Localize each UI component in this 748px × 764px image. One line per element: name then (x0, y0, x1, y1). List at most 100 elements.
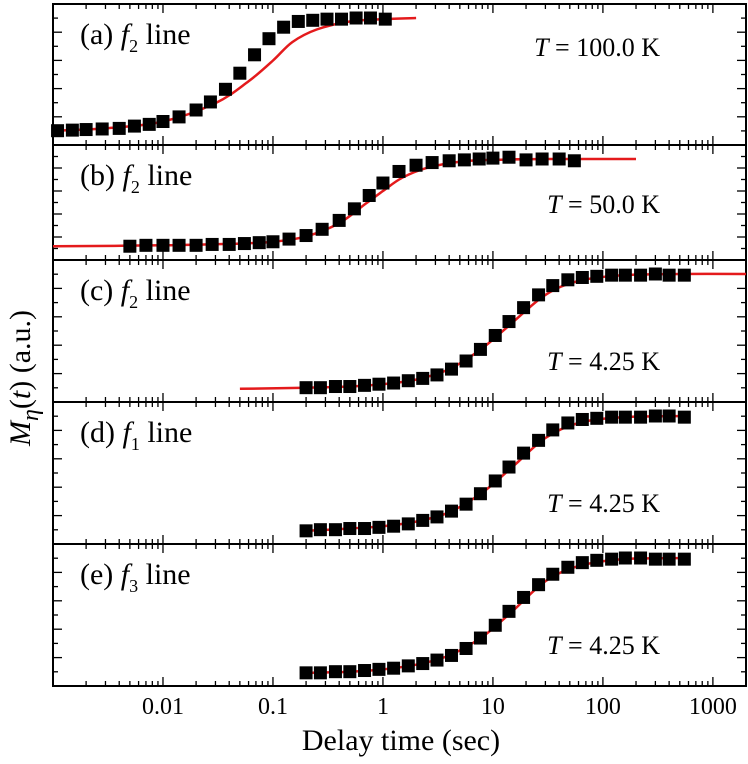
data-point (502, 150, 516, 164)
data-point (677, 268, 691, 282)
data-point (372, 377, 386, 391)
data-point (486, 151, 500, 165)
data-point (473, 342, 487, 356)
data-point (575, 270, 589, 284)
data-point (363, 11, 377, 25)
x-axis: 0.01 0.1 1 10 100 1000 (142, 694, 737, 720)
data-point (299, 666, 313, 680)
x-tick-label: 0.1 (258, 694, 288, 720)
data-point (634, 410, 648, 424)
data-point (335, 12, 349, 26)
data-point (409, 158, 423, 172)
temperature-label: T = 4.25 K (547, 489, 660, 518)
data-point (332, 213, 346, 227)
data-point (313, 666, 327, 680)
data-point (343, 522, 357, 536)
data-point (416, 657, 430, 671)
data-point (328, 523, 342, 537)
data-point (362, 188, 376, 202)
panel-a: (a) f2 line T = 100.0 K (51, 3, 747, 146)
data-point (473, 631, 487, 645)
data-point (517, 446, 531, 460)
data-point (648, 552, 662, 566)
data-point (546, 279, 560, 293)
data-point (519, 153, 533, 167)
data-point (189, 103, 203, 117)
panel-label: (a) f2 line (80, 18, 191, 56)
data-point (387, 376, 401, 390)
data-point (313, 381, 327, 395)
data-point (306, 13, 320, 27)
panel-ticks (52, 4, 747, 145)
data-point (328, 665, 342, 679)
data-point (567, 154, 581, 168)
data-point (561, 416, 575, 430)
data-point (299, 229, 313, 243)
data-point (430, 653, 444, 667)
data-point (156, 238, 170, 252)
data-point (142, 117, 156, 131)
temperature-label: T = 100.0 K (534, 33, 660, 62)
data-point (237, 237, 251, 251)
panel-label: (d) f1 line (80, 416, 192, 454)
data-point (662, 552, 676, 566)
x-axis-label: Delay time (sec) (302, 724, 500, 757)
data-point (546, 567, 560, 581)
data-point (590, 411, 604, 425)
x-tick-label: 1 (377, 694, 389, 720)
data-point (590, 553, 604, 567)
data-point (532, 288, 546, 302)
data-point (139, 238, 153, 252)
data-point (372, 520, 386, 534)
data-point (172, 238, 186, 252)
data-point (95, 122, 109, 136)
data-point (343, 380, 357, 394)
data-point (358, 522, 372, 536)
data-point (349, 11, 363, 25)
panel-d: (d) f1 line T = 4.25 K (52, 401, 747, 545)
data-point (535, 152, 549, 166)
data-point (358, 378, 372, 392)
data-point (112, 121, 126, 135)
data-point (387, 661, 401, 675)
data-point (459, 497, 473, 511)
data-point (320, 12, 334, 26)
data-point (205, 237, 219, 251)
data-point (561, 560, 575, 574)
data-point (546, 423, 560, 437)
data-point (662, 268, 676, 282)
data-point (315, 222, 329, 236)
data-point (425, 156, 439, 170)
data-point (401, 659, 415, 673)
panel-b: (b) f2 line T = 50.0 K (52, 144, 747, 261)
data-point (618, 268, 632, 282)
data-point (605, 410, 619, 424)
data-point (444, 648, 458, 662)
data-point (387, 519, 401, 533)
data-point (123, 239, 137, 253)
data-point (590, 269, 604, 283)
data-point (575, 556, 589, 570)
data-point (299, 524, 313, 538)
data-point (677, 552, 691, 566)
data-point (299, 381, 313, 395)
panel-c: (c) f2 line T = 4.25 K (52, 259, 747, 403)
data-point (502, 315, 516, 329)
data-point (277, 20, 291, 34)
data-point (532, 578, 546, 592)
data-point (618, 410, 632, 424)
data-point (430, 368, 444, 382)
data-point (488, 474, 502, 488)
data-point (517, 590, 531, 604)
data-point (401, 374, 415, 388)
panel-ticks (52, 402, 747, 544)
data-point (266, 235, 280, 249)
data-point (262, 32, 276, 46)
data-point (392, 164, 406, 178)
data-point (127, 119, 141, 133)
data-point (561, 273, 575, 287)
data-point (416, 513, 430, 527)
x-tick-label: 10 (481, 694, 505, 720)
data-point (618, 551, 632, 565)
data-point (233, 66, 247, 80)
